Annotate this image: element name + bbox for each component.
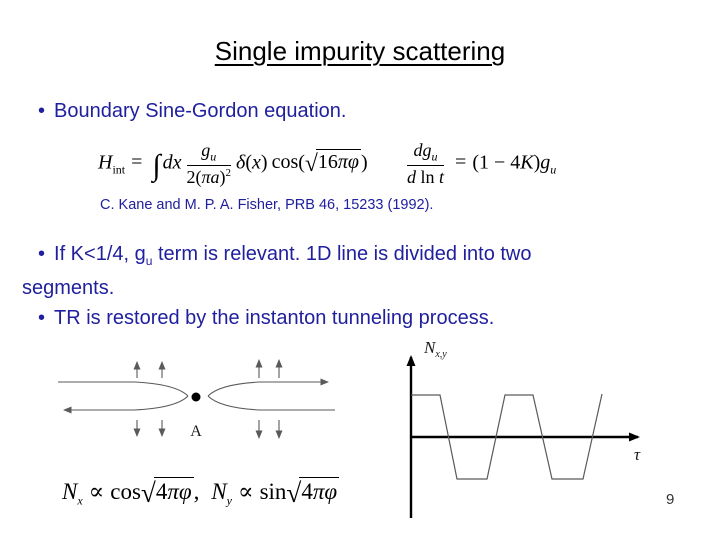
citation: C. Kane and M. P. A. Fisher, PRB 46, 152… xyxy=(100,197,434,213)
bullet-text: term is relevant. 1D line is divided int… xyxy=(152,243,532,265)
math-subscript: u xyxy=(550,162,557,177)
bullet-line-2: segments. xyxy=(22,277,115,299)
math-token: N xyxy=(211,479,227,504)
radical-sign: √ xyxy=(140,478,156,509)
math-token: π xyxy=(167,479,179,504)
subscript-u: u xyxy=(145,254,153,268)
math-token: ) xyxy=(360,151,368,174)
bullet-k-relevant: • If K<1/4, gu term is relevant. 1D line … xyxy=(22,241,714,302)
math-token: g xyxy=(201,140,211,160)
hamiltonian-equation: Hint = ∫ dx gu 2(πa)2 δ(x) cos(√16πφ) xyxy=(98,140,368,188)
bullet-text: Boundary Sine-Gordon equation. xyxy=(54,100,347,122)
y-axis-label-sub: x,y xyxy=(434,349,447,360)
math-token: cos xyxy=(271,151,299,174)
math-token: φ xyxy=(324,479,338,504)
order-parameter-plot: Nx,y τ xyxy=(406,338,641,518)
bullet-icon: • xyxy=(38,307,46,329)
math-token: π xyxy=(337,151,348,174)
left-segment-bottom-line xyxy=(63,395,189,414)
math-subscript: int xyxy=(112,162,126,177)
right-segment-bottom-line xyxy=(207,395,335,411)
math-token: πa xyxy=(201,167,220,188)
bullet-text: If K<1/4, g xyxy=(54,243,146,265)
radical-argument: 16πφ xyxy=(315,149,361,174)
impurity-dot xyxy=(191,392,201,402)
trapezoid-waveform xyxy=(411,393,603,480)
math-token: , xyxy=(193,479,200,504)
math-token: ) xyxy=(260,151,268,174)
math-token: δ xyxy=(236,151,246,174)
radical: √4πφ xyxy=(286,477,340,509)
bullet-tr-restored: • TR is restored by the instanton tunneli… xyxy=(38,305,494,332)
math-token: x xyxy=(252,151,261,174)
math-token: K xyxy=(520,151,534,174)
integral-symbol: ∫ xyxy=(152,149,161,183)
math-token: t xyxy=(439,167,445,188)
page-number: 9 xyxy=(666,491,675,508)
fraction-denominator: d ln t xyxy=(407,166,444,188)
impurity-label: A xyxy=(190,423,202,440)
math-subscript: y xyxy=(226,493,232,508)
fraction-numerator: gu xyxy=(186,140,232,167)
math-token: π xyxy=(312,479,325,504)
bullet-text: TR is restored by the instanton tunnelin… xyxy=(54,307,495,329)
math-token: φ xyxy=(347,151,359,174)
left-segment-top-line xyxy=(58,381,189,397)
math-token: = xyxy=(131,151,143,174)
math-token: d xyxy=(407,167,416,188)
bullet-boundary-sine-gordon: • Boundary Sine-Gordon equation. xyxy=(38,98,346,125)
right-segment-top-line xyxy=(207,378,329,397)
radical: √16πφ xyxy=(304,149,361,178)
fraction-denominator: 2(πa)2 xyxy=(187,166,232,188)
math-token: φ xyxy=(178,479,192,504)
math-token: dg xyxy=(413,140,432,160)
math-subscript: x xyxy=(77,493,83,508)
math-token: 4 xyxy=(155,479,168,504)
math-token: = xyxy=(455,151,467,174)
order-parameter-equation: Nx ∝ cos√4πφ, Ny ∝ sin√4πφ xyxy=(62,477,340,509)
math-token: ln xyxy=(416,167,440,188)
math-token: g xyxy=(540,151,551,174)
proportional-symbol: ∝ xyxy=(88,479,105,504)
radical: √4πφ xyxy=(140,477,194,509)
fraction: dgu d ln t xyxy=(407,140,445,188)
math-token: H xyxy=(98,151,113,174)
y-axis-label: Nx,y xyxy=(423,338,447,360)
bullet-icon: • xyxy=(38,243,46,265)
math-token: ( xyxy=(245,151,253,174)
math-token: sin xyxy=(259,479,287,504)
proportional-symbol: ∝ xyxy=(238,479,254,504)
math-token: dx xyxy=(162,151,182,174)
math-token: 2( xyxy=(186,167,202,188)
math-token: cos xyxy=(110,479,141,504)
math-token: (1 − 4 xyxy=(472,151,521,174)
radical-argument: 4πφ xyxy=(153,477,194,504)
math-token: N xyxy=(62,479,78,504)
rg-flow-equation: dgu d ln t = (1 − 4K)gu xyxy=(402,140,556,188)
page-title-text: Single impurity scattering xyxy=(214,36,506,66)
bullet-line-1: • If K<1/4, gu term is relevant. 1D line … xyxy=(22,241,714,275)
bullet-icon: • xyxy=(38,100,46,122)
impurity-scattering-diagram: A xyxy=(58,359,335,440)
math-subscript: u xyxy=(210,149,217,164)
math-token: 16 xyxy=(317,151,338,174)
math-token: ) xyxy=(219,167,226,188)
math-subscript: u xyxy=(431,149,438,164)
math-superscript: 2 xyxy=(225,167,232,180)
math-token: ) xyxy=(533,151,541,174)
y-axis-label-main: N xyxy=(423,338,437,357)
math-token: ( xyxy=(298,151,305,174)
radical-sign: √ xyxy=(286,478,302,509)
radical-argument: 4πφ xyxy=(299,477,340,504)
x-axis-label: τ xyxy=(634,445,641,464)
fraction-numerator: dgu xyxy=(407,140,445,167)
radical-sign: √ xyxy=(304,151,318,178)
page-title: Single impurity scattering xyxy=(0,36,720,67)
math-token: 4 xyxy=(301,479,313,504)
fraction: gu 2(πa)2 xyxy=(186,140,232,188)
